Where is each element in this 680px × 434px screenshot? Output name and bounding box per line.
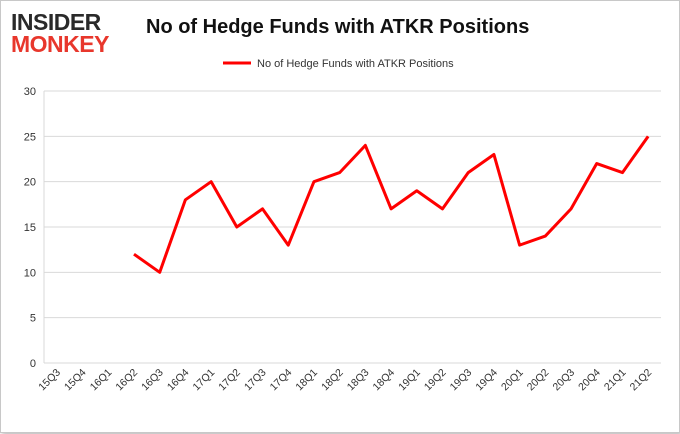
- y-tick-label: 5: [30, 313, 36, 325]
- x-tick-label: 16Q4: [165, 367, 192, 394]
- x-tick-label: 19Q1: [396, 367, 423, 394]
- x-tick-label: 15Q4: [62, 367, 89, 394]
- x-tick-label: 17Q3: [242, 367, 269, 394]
- x-tick-label: 18Q4: [371, 367, 398, 394]
- y-tick-label: 30: [24, 86, 36, 98]
- x-tick-label: 20Q2: [525, 367, 552, 394]
- y-tick-label: 0: [30, 358, 36, 370]
- x-tick-label: 18Q1: [293, 367, 320, 394]
- series-line: [134, 136, 648, 272]
- x-tick-label: 21Q1: [602, 367, 629, 394]
- x-tick-label: 16Q2: [113, 367, 140, 394]
- x-tick-label: 19Q3: [448, 367, 475, 394]
- y-tick-label: 15: [24, 222, 36, 234]
- x-tick-label: 17Q1: [191, 367, 218, 394]
- x-tick-label: 18Q2: [319, 367, 346, 394]
- y-tick-label: 20: [24, 177, 36, 189]
- x-tick-label: 16Q1: [88, 367, 115, 394]
- x-tick-label: 17Q4: [268, 367, 295, 394]
- x-tick-label: 20Q3: [550, 367, 577, 394]
- y-tick-label: 25: [24, 131, 36, 143]
- y-tick-label: 10: [24, 267, 36, 279]
- legend-label: No of Hedge Funds with ATKR Positions: [257, 58, 454, 70]
- x-tick-label: 19Q4: [473, 367, 500, 394]
- x-tick-label: 20Q1: [499, 367, 526, 394]
- x-tick-label: 18Q3: [345, 367, 372, 394]
- x-tick-label: 16Q3: [139, 367, 166, 394]
- x-tick-label: 17Q2: [216, 367, 243, 394]
- x-tick-label: 15Q3: [36, 367, 63, 394]
- x-tick-label: 20Q4: [576, 367, 603, 394]
- x-tick-label: 19Q2: [422, 367, 449, 394]
- x-tick-label: 21Q2: [628, 367, 655, 394]
